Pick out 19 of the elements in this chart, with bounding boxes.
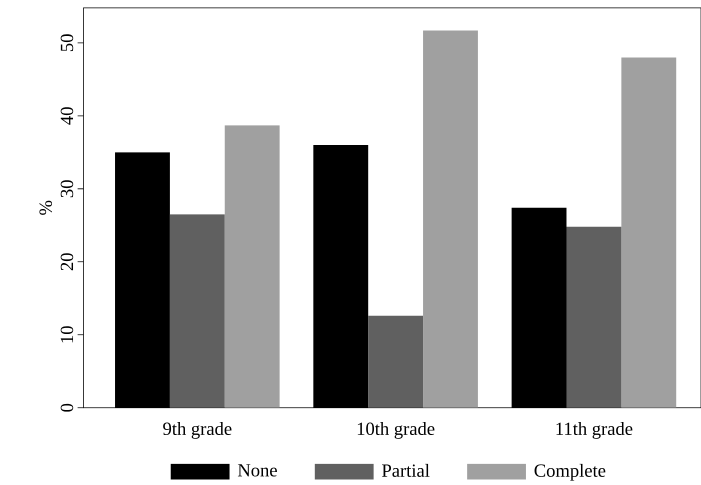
y-tick-label: 30 — [60, 180, 74, 198]
y-tick-label: 50 — [60, 34, 74, 51]
bar — [170, 214, 225, 408]
bar — [621, 57, 676, 408]
bar — [566, 226, 622, 408]
legend-label: Partial — [382, 464, 430, 477]
x-tick-label: 11th grade — [556, 422, 632, 439]
bar — [423, 30, 478, 408]
x-tick-label: 10th grade — [358, 422, 434, 439]
y-tick-label: 0 — [60, 404, 74, 412]
legend-label: None — [238, 464, 277, 476]
y-axis-title: % — [39, 200, 52, 215]
x-tick-label: 9th grade — [163, 422, 232, 439]
legend-label: Complete — [534, 464, 606, 481]
bar — [368, 316, 424, 408]
y-tick-label: 40 — [60, 107, 74, 125]
y-tick-label: 20 — [60, 253, 74, 270]
bar — [224, 125, 280, 408]
y-tick-label: 10 — [60, 326, 74, 342]
